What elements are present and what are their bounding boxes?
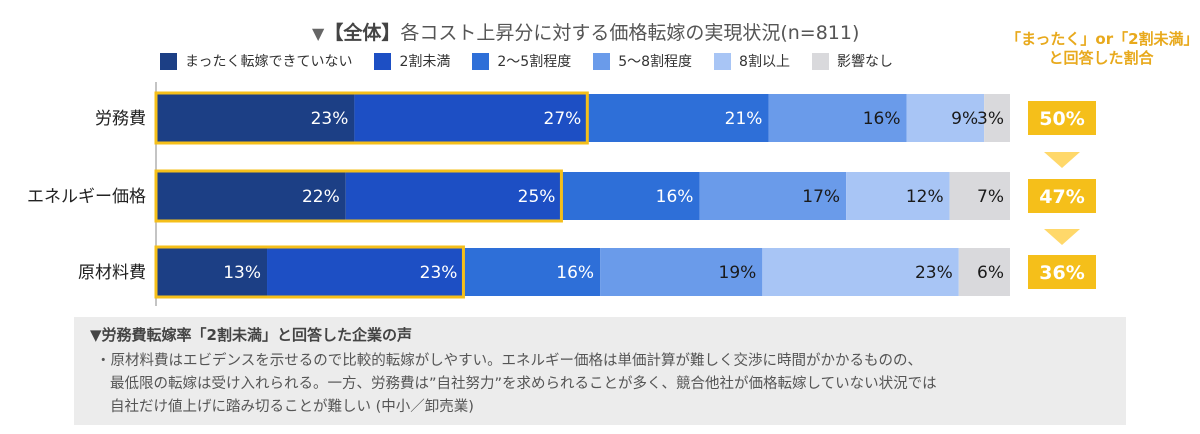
bar-label-1-1: 25% bbox=[518, 187, 556, 207]
bar-label-2-0: 13% bbox=[223, 263, 261, 283]
legend-item-0: まったく転嫁できていない bbox=[160, 51, 352, 71]
bar-label-2-2: 16% bbox=[556, 263, 594, 283]
legend-item-2: 2～5割程度 bbox=[472, 51, 571, 71]
title-tag: 【全体】 bbox=[324, 22, 401, 44]
legend-label-5: 影響なし bbox=[836, 54, 893, 70]
bar-2-5 bbox=[958, 248, 1010, 296]
bar-label-2-5: 6% bbox=[977, 263, 1004, 283]
title-text: 各コスト上昇分に対する価格転嫁の実現状況(n=811) bbox=[400, 22, 860, 44]
category-label-1: エネルギー価格 bbox=[27, 187, 146, 207]
bar-2-1 bbox=[267, 248, 464, 296]
bar-label-2-4: 23% bbox=[915, 263, 953, 283]
bar-label-1-3: 17% bbox=[802, 187, 840, 207]
legend-item-1: 2割未満 bbox=[374, 51, 450, 71]
total-badge-label-1: 47% bbox=[1039, 186, 1084, 208]
legend-label-2: 2～5割程度 bbox=[497, 54, 572, 70]
bar-2-4 bbox=[762, 248, 959, 296]
voice-body: ・原材料費はエビデンスを示せるので比較的転嫁がしやすい。エネルギー価格は単価計算… bbox=[90, 350, 1110, 419]
bar-label-1-4: 12% bbox=[906, 187, 944, 207]
bar-2-0 bbox=[156, 248, 268, 296]
legend-swatch-0 bbox=[160, 52, 177, 70]
legend: まったく転嫁できていない 2割未満 2～5割程度 5～8割程度 8割以上 影響な… bbox=[160, 50, 915, 72]
bar-label-0-1: 27% bbox=[544, 109, 582, 129]
bar-0-1 bbox=[354, 94, 588, 142]
down-arrow-1 bbox=[1044, 229, 1080, 245]
voice-line-1: ・原材料費はエビデンスを示せるので比較的転嫁がしやすい。エネルギー価格は単価計算… bbox=[96, 353, 923, 369]
callout-line-2: と回答した割合 bbox=[1048, 49, 1154, 67]
highlight-callout: 「まったく」or「2割未満」 と回答した割合 bbox=[1006, 30, 1199, 68]
legend-swatch-3 bbox=[593, 52, 611, 70]
bar-label-0-4: 9% bbox=[951, 109, 978, 129]
total-badge-1 bbox=[1028, 179, 1096, 213]
bar-0-2 bbox=[587, 94, 769, 142]
stacked-bar-chart: 23% 27% 21% 16% 9%3% 労務費 50% 22% 25% 16% 17% 12% 7% エ… bbox=[27, 82, 1096, 306]
category-label-2: 原材料費 bbox=[78, 263, 146, 283]
bar-1-2 bbox=[561, 172, 700, 220]
bar-label-1-5: 7% bbox=[977, 187, 1004, 207]
total-badge-label-0: 50% bbox=[1039, 108, 1084, 130]
legend-item-3: 5～8割程度 bbox=[593, 51, 692, 71]
bar-label-2-3: 19% bbox=[719, 263, 757, 283]
legend-swatch-1 bbox=[374, 52, 392, 70]
highlight-box-0 bbox=[154, 91, 589, 145]
bar-1-5 bbox=[949, 172, 1010, 220]
bar-label-1-2: 16% bbox=[656, 187, 694, 207]
legend-label-3: 5～8割程度 bbox=[618, 54, 693, 70]
legend-label-0: まったく転嫁できていない bbox=[185, 54, 353, 70]
bar-label-0-3: 16% bbox=[863, 109, 901, 129]
chart-title: ▼【全体】各コスト上昇分に対する価格転嫁の実現状況(n=811) bbox=[312, 18, 859, 45]
legend-label-4: 8割以上 bbox=[739, 54, 790, 70]
legend-swatch-5 bbox=[811, 52, 829, 70]
bar-label-0-2: 21% bbox=[725, 109, 763, 129]
bar-0-5 bbox=[984, 94, 1010, 142]
category-label-0: 労務費 bbox=[95, 109, 146, 129]
callout-line-1: 「まったく」or「2割未満」 bbox=[1006, 30, 1199, 48]
legend-label-1: 2割未満 bbox=[399, 54, 451, 70]
legend-item-5: 影響なし bbox=[811, 51, 893, 71]
voice-box: ▼労務費転嫁率「2割未満」と回答した企業の声 ・原材料費はエビデンスを示せるので… bbox=[74, 317, 1126, 425]
legend-swatch-2 bbox=[472, 52, 490, 70]
bar-label-2-1: 23% bbox=[420, 263, 458, 283]
highlight-box-2 bbox=[154, 245, 465, 299]
total-badge-label-2: 36% bbox=[1039, 262, 1084, 284]
highlight-box-1 bbox=[154, 169, 563, 223]
bar-label-0-0: 23% bbox=[311, 109, 349, 129]
legend-swatch-4 bbox=[714, 52, 732, 70]
legend-item-4: 8割以上 bbox=[714, 51, 790, 71]
title-triangle: ▼ bbox=[312, 24, 325, 43]
total-badge-2 bbox=[1028, 255, 1096, 289]
bar-1-0 bbox=[156, 172, 346, 220]
bar-0-0 bbox=[156, 94, 355, 142]
total-badge-0 bbox=[1028, 101, 1096, 135]
bar-1-3 bbox=[699, 172, 847, 220]
bar-2-2 bbox=[463, 248, 601, 296]
down-arrow-0 bbox=[1044, 152, 1080, 168]
voice-line-3: 自社だけ値上げに踏み切ることが難しい (中小／卸売業) bbox=[110, 399, 474, 415]
voice-line-2: 最低限の転嫁は受け入れられる。一方、労務費は”自社努力”を求められることが多く、… bbox=[110, 376, 937, 392]
bar-1-1 bbox=[345, 172, 562, 220]
bar-1-4 bbox=[846, 172, 950, 220]
voice-heading: ▼労務費転嫁率「2割未満」と回答した企業の声 bbox=[90, 326, 412, 344]
bar-label-1-0: 22% bbox=[302, 187, 340, 207]
bar-0-4 bbox=[906, 94, 985, 142]
bar-label-0-5: 3% bbox=[977, 109, 1004, 129]
bar-0-3 bbox=[768, 94, 907, 142]
bar-2-3 bbox=[600, 248, 763, 296]
